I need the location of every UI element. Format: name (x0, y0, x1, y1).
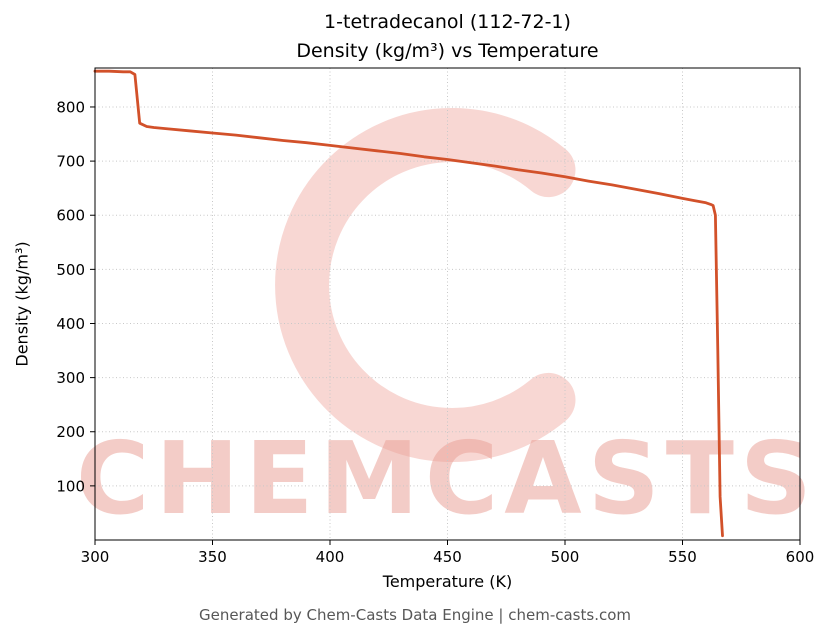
y-tick-label: 800 (56, 98, 85, 116)
y-tick-label: 300 (56, 369, 85, 387)
y-tick-label: 100 (56, 477, 85, 495)
watermark-text: CHEMCASTS (76, 420, 818, 537)
density-line (93, 69, 724, 538)
x-tick-label: 550 (668, 548, 697, 566)
y-axis-label: Density (kg/m³) (12, 241, 32, 367)
y-tick-label: 400 (56, 315, 85, 333)
y-tick-label: 600 (56, 207, 85, 225)
x-tick-label: 300 (81, 548, 110, 566)
watermark-c-icon (275, 108, 576, 462)
chart-title-line1: 1-tetradecanol (112-72-1) (324, 11, 571, 33)
x-tick-label: 600 (786, 548, 815, 566)
y-tick-label: 500 (56, 261, 85, 279)
x-tick-label: 450 (433, 548, 462, 566)
x-tick-label: 500 (551, 548, 580, 566)
axis-layer: 300 350 400 450 500 550 600 100 200 300 400 500 600 7… (56, 67, 815, 566)
footer-text: Generated by Chem-Casts Data Engine | ch… (198, 606, 632, 624)
chart-title: 1-tetradecanol (112-72-1) Density (kg/m³… (95, 8, 800, 66)
x-tick-label: 400 (316, 548, 345, 566)
x-tick-label: 350 (198, 548, 227, 566)
line-layer (93, 69, 724, 538)
x-axis-label: Temperature (K) (382, 572, 513, 591)
y-tick-label: 700 (56, 153, 85, 171)
chart-title-line2: Density (kg/m³) vs Temperature (296, 40, 599, 62)
y-tick-label: 200 (56, 423, 85, 441)
